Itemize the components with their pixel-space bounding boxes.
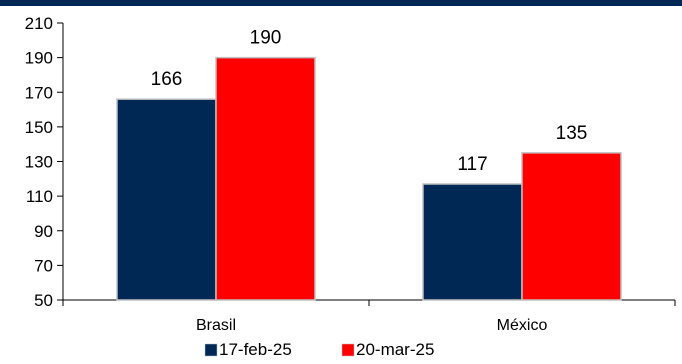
y-tick-label: 190 xyxy=(25,49,53,68)
bar xyxy=(215,56,316,301)
legend-swatch xyxy=(341,343,355,357)
x-category-label: México xyxy=(497,317,548,334)
y-tick-label: 210 xyxy=(25,14,53,33)
y-tick-label: 110 xyxy=(26,187,53,206)
legend-swatch xyxy=(204,343,218,357)
bar xyxy=(116,98,217,301)
y-tick-label: 130 xyxy=(25,153,53,172)
legend-label: 20-mar-25 xyxy=(356,340,434,359)
bar xyxy=(521,152,622,301)
y-tick-label: 50 xyxy=(34,291,53,310)
header-bar xyxy=(0,0,682,6)
y-tick-label: 150 xyxy=(25,118,53,137)
x-axis: Brasil México xyxy=(62,299,676,334)
legend: 17-feb-25 20-mar-25 xyxy=(204,340,434,359)
data-labels: 166 190 117 135 xyxy=(151,28,588,175)
y-axis: 50 70 90 110 130 150 170 190 210 xyxy=(25,14,64,310)
bar xyxy=(422,183,523,301)
y-tick-label: 70 xyxy=(34,256,53,275)
x-category-label: Brasil xyxy=(196,317,236,334)
data-label: 135 xyxy=(556,123,588,144)
bars xyxy=(116,56,622,301)
data-label: 190 xyxy=(250,28,282,49)
y-tick-label: 90 xyxy=(34,222,53,241)
data-label: 117 xyxy=(457,154,487,175)
legend-label: 17-feb-25 xyxy=(219,340,292,359)
data-label: 166 xyxy=(151,69,183,90)
y-tick-label: 170 xyxy=(25,83,53,102)
